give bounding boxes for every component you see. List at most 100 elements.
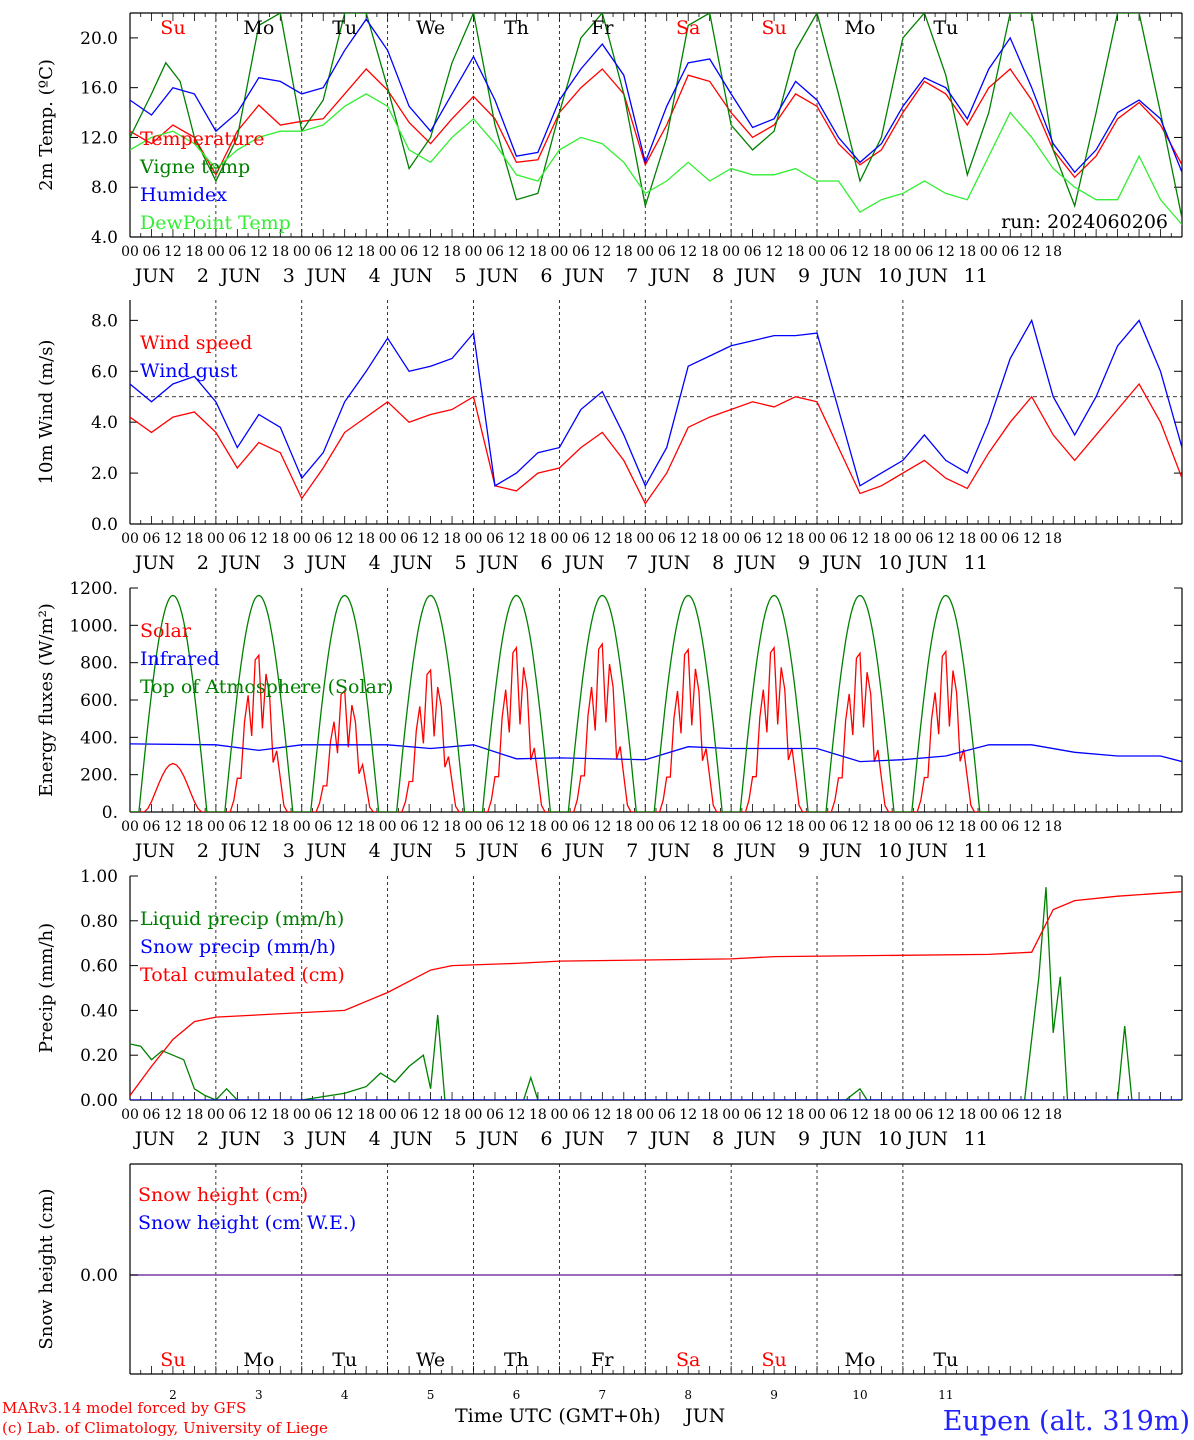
day-month-label: JUN [476, 840, 518, 862]
weekday-label: Tu [332, 17, 357, 39]
day-month-label: JUN [734, 552, 776, 574]
day-month-label: JUN [562, 265, 604, 287]
hour-tick-label: 06 [228, 1107, 246, 1123]
hour-tick-label: 00 [121, 244, 139, 260]
day-date-label: 7 [626, 840, 638, 862]
day-month-label: JUN [562, 1128, 604, 1150]
weekday-label: We [416, 17, 445, 39]
panel-2: 0.0 2.0 4.0 6.0 8.0 10m Wind (m/s) Wind speed W… [36, 300, 1183, 574]
hour-tick-label: 18 [1044, 531, 1062, 547]
day-date-label: 2 [197, 1128, 209, 1150]
panel-3: 0. 200. 400. 600. 800. 1000. 1200. Energy fluxe… [36, 579, 1183, 862]
y-tick-label: 0.40 [80, 1001, 118, 1021]
date-label: 11 [938, 1388, 953, 1402]
hour-tick-label: 18 [1044, 819, 1062, 835]
day-month-label: JUN [734, 265, 776, 287]
hour-tick-label: 06 [830, 244, 848, 260]
hour-tick-label: 12 [851, 531, 869, 547]
weekday-label: We [416, 1349, 445, 1371]
day-date-label: 5 [455, 1128, 467, 1150]
hour-tick-label: 00 [550, 1107, 568, 1123]
series-line-wind-gust [130, 318, 1182, 488]
hour-tick-label: 12 [336, 244, 354, 260]
hour-tick-label: 18 [185, 1107, 203, 1123]
hour-tick-label: 00 [293, 1107, 311, 1123]
hour-tick-label: 00 [379, 1107, 397, 1123]
xaxis-month: JUN [683, 1405, 725, 1427]
hour-tick-label: 00 [808, 531, 826, 547]
day-date-label: 6 [540, 840, 552, 862]
weekday-label: Mo [243, 1349, 274, 1371]
weekday-label: Fr [591, 17, 614, 39]
hour-tick-label: 12 [937, 531, 955, 547]
date-label: 6 [513, 1388, 521, 1402]
hour-tick-label: 00 [379, 531, 397, 547]
hour-tick-label: 12 [1023, 819, 1041, 835]
hour-tick-label: 18 [443, 244, 461, 260]
y-tick-label: 6.0 [91, 362, 118, 382]
legend-entry: Liquid precip (mm/h) [140, 908, 344, 930]
y-tick-label: 200. [80, 766, 118, 786]
hour-tick-label: 00 [550, 819, 568, 835]
hour-tick-label: 18 [357, 244, 375, 260]
hour-tick-label: 18 [1044, 244, 1062, 260]
legend-entry: Snow precip (mm/h) [140, 936, 336, 958]
hour-tick-label: 12 [164, 531, 182, 547]
day-date-label: 11 [964, 552, 988, 574]
hour-tick-label: 06 [915, 244, 933, 260]
hour-tick-label: 06 [572, 531, 590, 547]
hour-tick-label: 00 [722, 531, 740, 547]
day-month-label: JUN [476, 265, 518, 287]
hour-tick-label: 06 [486, 819, 504, 835]
hour-tick-label: 00 [894, 819, 912, 835]
day-date-label: 11 [964, 840, 988, 862]
credit-line-2: (c) Lab. of Climatology, University of L… [2, 1419, 328, 1437]
hour-tick-label: 18 [958, 244, 976, 260]
day-date-label: 10 [878, 1128, 902, 1150]
day-month-label: JUN [390, 552, 432, 574]
series-line-wind-speed [130, 382, 1182, 505]
hour-tick-label: 06 [486, 1107, 504, 1123]
hour-tick-label: 00 [379, 244, 397, 260]
hour-tick-label: 12 [1023, 531, 1041, 547]
day-date-label: 8 [712, 1128, 724, 1150]
hour-tick-label: 12 [508, 531, 526, 547]
hour-tick-label: 00 [894, 1107, 912, 1123]
hour-tick-label: 18 [185, 819, 203, 835]
hour-tick-label: 06 [572, 819, 590, 835]
hour-tick-label: 18 [357, 1107, 375, 1123]
day-date-label: 7 [626, 1128, 638, 1150]
hour-tick-label: 12 [1023, 244, 1041, 260]
hour-tick-label: 12 [679, 531, 697, 547]
series-line-temperature [130, 68, 1182, 179]
date-label: 2 [169, 1388, 177, 1402]
day-date-label: 11 [964, 1128, 988, 1150]
series-line-total-cumulated-cm- [130, 891, 1182, 1096]
day-date-label: 4 [369, 552, 381, 574]
day-date-label: 6 [540, 552, 552, 574]
hour-tick-label: 00 [293, 531, 311, 547]
hour-tick-label: 06 [314, 1107, 332, 1123]
hour-tick-label: 00 [465, 819, 483, 835]
hour-tick-label: 18 [873, 244, 891, 260]
legend-entry: Snow height (cm) [138, 1184, 308, 1206]
day-month-label: JUN [390, 1128, 432, 1150]
y-tick-label: 1000. [69, 616, 118, 636]
hour-tick-label: 18 [271, 819, 289, 835]
hour-tick-label: 18 [701, 819, 719, 835]
day-month-label: JUN [305, 840, 347, 862]
y-tick-label: 0.0 [91, 515, 118, 535]
hour-tick-label: 06 [915, 1107, 933, 1123]
hour-tick-label: 06 [744, 531, 762, 547]
hour-tick-label: 18 [615, 244, 633, 260]
hour-tick-label: 12 [250, 244, 268, 260]
hour-tick-label: 18 [615, 531, 633, 547]
day-month-label: JUN [219, 552, 261, 574]
series-line-top-of-atmosphere-solar- [130, 594, 989, 812]
weekday-label: Mo [845, 1349, 876, 1371]
hour-tick-label: 00 [121, 1107, 139, 1123]
y-tick-label: 4.0 [91, 413, 118, 433]
hour-tick-label: 12 [851, 819, 869, 835]
xaxis-title: Time UTC (GMT+0h) [455, 1405, 661, 1427]
hour-tick-label: 00 [808, 1107, 826, 1123]
